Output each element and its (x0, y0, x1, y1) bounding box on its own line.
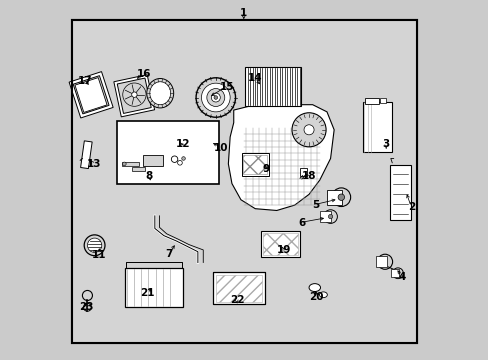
Text: 10: 10 (214, 143, 228, 153)
Text: 4: 4 (398, 272, 405, 282)
Text: 19: 19 (276, 245, 290, 255)
Ellipse shape (131, 92, 137, 97)
Ellipse shape (214, 96, 217, 99)
Ellipse shape (149, 82, 170, 105)
Ellipse shape (331, 188, 350, 207)
Ellipse shape (83, 303, 91, 311)
Bar (69, 72, 113, 118)
Bar (215, 275, 262, 302)
Text: 5: 5 (312, 200, 319, 210)
Ellipse shape (177, 161, 182, 165)
Ellipse shape (377, 254, 392, 269)
Ellipse shape (328, 215, 332, 219)
Ellipse shape (196, 78, 235, 117)
Bar (122, 162, 139, 166)
Bar (245, 67, 301, 107)
Ellipse shape (304, 125, 313, 135)
Text: 2: 2 (407, 202, 414, 212)
Ellipse shape (84, 235, 105, 256)
Bar (362, 102, 391, 152)
Text: 18: 18 (301, 171, 316, 181)
Bar (213, 272, 264, 305)
Text: 1: 1 (240, 8, 247, 18)
Bar (300, 168, 306, 176)
Bar (243, 155, 267, 175)
Ellipse shape (206, 89, 224, 107)
Text: 22: 22 (230, 295, 244, 305)
Bar (143, 154, 163, 166)
Text: 13: 13 (86, 159, 101, 169)
Ellipse shape (291, 113, 325, 147)
Ellipse shape (201, 83, 230, 112)
Ellipse shape (308, 284, 320, 292)
Ellipse shape (146, 78, 173, 108)
Bar (390, 269, 398, 277)
Text: 17: 17 (78, 76, 92, 86)
Bar (375, 256, 386, 267)
Bar (132, 167, 144, 171)
Ellipse shape (392, 268, 403, 279)
Bar (320, 211, 330, 222)
Text: 3: 3 (382, 139, 389, 149)
Text: 7: 7 (165, 248, 173, 258)
Text: 20: 20 (308, 292, 323, 302)
Text: 15: 15 (219, 82, 233, 92)
Bar (389, 165, 410, 220)
Ellipse shape (82, 291, 92, 301)
Ellipse shape (337, 194, 344, 201)
Bar (241, 153, 268, 176)
Ellipse shape (122, 83, 146, 106)
Text: 9: 9 (262, 164, 269, 174)
Bar (364, 98, 378, 104)
Text: 21: 21 (140, 288, 155, 298)
Bar (178, 129, 189, 159)
Text: 16: 16 (137, 69, 151, 79)
Ellipse shape (122, 162, 126, 166)
Bar (260, 231, 300, 257)
Ellipse shape (323, 210, 337, 224)
Bar (114, 75, 154, 117)
Bar (73, 76, 109, 114)
Ellipse shape (319, 292, 326, 298)
Ellipse shape (211, 93, 220, 102)
Bar (326, 190, 342, 205)
Bar (117, 121, 219, 184)
Bar (75, 78, 107, 112)
Bar (379, 98, 385, 103)
Text: 12: 12 (176, 139, 190, 149)
Text: 8: 8 (145, 171, 153, 181)
Bar (117, 78, 151, 113)
Bar (125, 268, 183, 307)
Text: 14: 14 (247, 73, 262, 83)
Text: 6: 6 (298, 218, 305, 228)
Bar (72, 21, 416, 342)
Ellipse shape (182, 157, 185, 160)
Text: 11: 11 (92, 250, 106, 260)
Text: 23: 23 (79, 302, 94, 312)
Bar (262, 233, 297, 255)
Ellipse shape (171, 156, 178, 162)
Ellipse shape (87, 238, 102, 252)
Bar (81, 141, 92, 168)
Polygon shape (228, 105, 333, 211)
Bar (205, 135, 215, 148)
